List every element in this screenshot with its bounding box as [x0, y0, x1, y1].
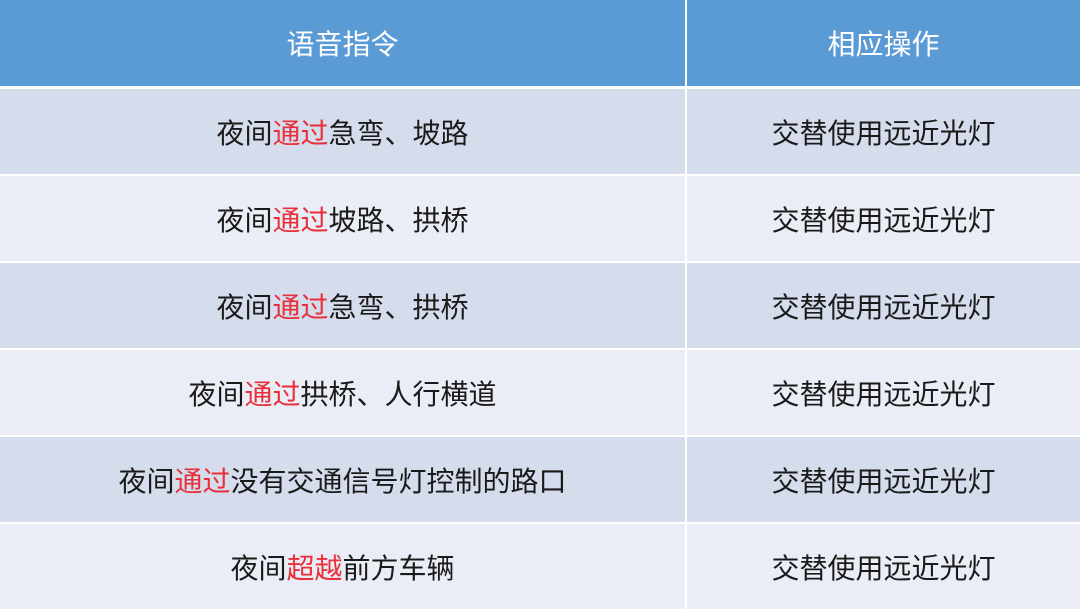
command-highlight: 通过: [272, 203, 329, 237]
table-row: 夜间通过坡路、拱桥 交替使用远近光灯: [0, 174, 1080, 262]
command-prefix: 夜间: [118, 464, 175, 498]
action-cell: 交替使用远近光灯: [685, 261, 1080, 349]
command-suffix: 拱桥、人行横道: [300, 377, 497, 411]
action-cell: 交替使用远近光灯: [685, 522, 1080, 609]
command-highlight: 通过: [244, 377, 301, 411]
action-cell: 交替使用远近光灯: [685, 348, 1080, 436]
command-cell: 夜间超越前方车辆: [0, 522, 686, 609]
command-suffix: 没有交通信号灯控制的路口: [230, 464, 567, 498]
command-cell: 夜间通过急弯、坡路: [0, 86, 686, 175]
command-highlight: 通过: [272, 116, 329, 150]
command-suffix: 急弯、拱桥: [328, 290, 469, 324]
command-suffix: 急弯、坡路: [328, 116, 469, 150]
table-row: 夜间通过急弯、拱桥 交替使用远近光灯: [0, 261, 1080, 349]
table-header-row: 语音指令 相应操作: [0, 0, 1080, 89]
command-prefix: 夜间: [230, 551, 287, 585]
command-highlight: 超越: [286, 551, 343, 585]
command-suffix: 前方车辆: [342, 551, 455, 585]
command-prefix: 夜间: [216, 203, 273, 237]
header-command: 语音指令: [0, 0, 686, 89]
command-prefix: 夜间: [188, 377, 245, 411]
action-cell: 交替使用远近光灯: [685, 174, 1080, 262]
command-highlight: 通过: [174, 464, 231, 498]
header-action: 相应操作: [685, 0, 1080, 89]
table-row: 夜间通过拱桥、人行横道 交替使用远近光灯: [0, 348, 1080, 436]
action-cell: 交替使用远近光灯: [685, 86, 1080, 175]
command-cell: 夜间通过急弯、拱桥: [0, 261, 686, 349]
command-suffix: 坡路、拱桥: [328, 203, 469, 237]
table-row: 夜间超越前方车辆 交替使用远近光灯: [0, 522, 1080, 609]
command-prefix: 夜间: [216, 290, 273, 324]
table-row: 夜间通过没有交通信号灯控制的路口 交替使用远近光灯: [0, 435, 1080, 523]
command-cell: 夜间通过坡路、拱桥: [0, 174, 686, 262]
command-prefix: 夜间: [216, 116, 273, 150]
command-highlight: 通过: [272, 290, 329, 324]
command-cell: 夜间通过没有交通信号灯控制的路口: [0, 435, 686, 523]
table-row: 夜间通过急弯、坡路 交替使用远近光灯: [0, 86, 1080, 175]
action-cell: 交替使用远近光灯: [685, 435, 1080, 523]
command-cell: 夜间通过拱桥、人行横道: [0, 348, 686, 436]
